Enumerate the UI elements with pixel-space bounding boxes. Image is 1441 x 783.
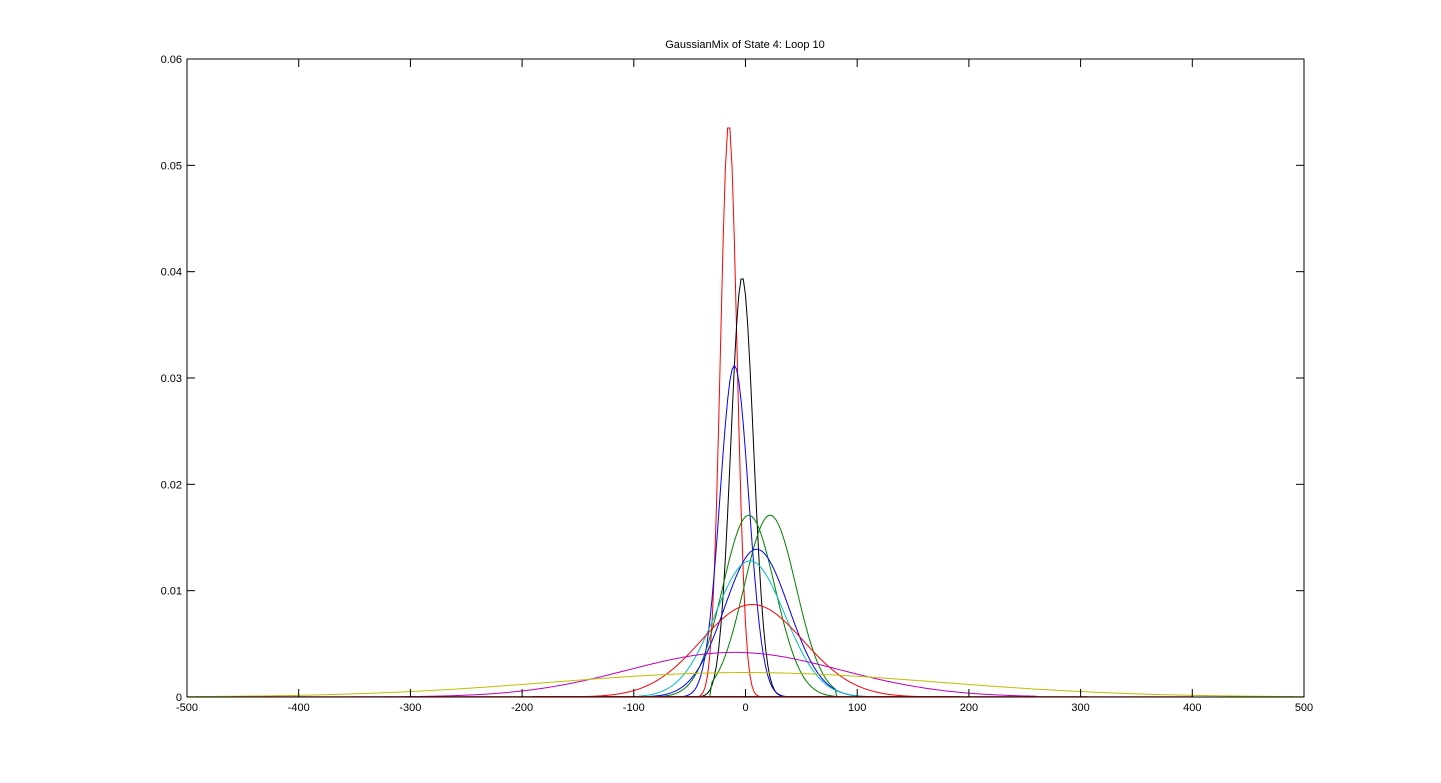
y-tick-label: 0.01 <box>161 586 182 598</box>
x-tick-label: 500 <box>1295 702 1313 714</box>
y-tick-label: 0 <box>176 692 182 704</box>
x-tick-label: 200 <box>960 702 978 714</box>
y-tick-label: 0.02 <box>161 479 182 491</box>
x-tick-label: 400 <box>1183 702 1201 714</box>
plot-frame <box>186 58 1305 698</box>
x-tick-label: 100 <box>848 702 866 714</box>
x-tick-label: -500 <box>176 702 198 714</box>
x-tick-label: 300 <box>1071 702 1089 714</box>
y-tick-labels: 0 0.01 0.02 0.03 0.04 0.05 0.06 <box>161 54 182 704</box>
x-tick-label: -100 <box>623 702 645 714</box>
x-tick-label: -200 <box>511 702 533 714</box>
y-tick-label: 0.04 <box>161 267 182 279</box>
x-tick-label: 0 <box>742 702 748 714</box>
y-tick-label: 0.06 <box>161 54 182 66</box>
x-tick-label: -300 <box>399 702 421 714</box>
plot-background <box>187 59 1304 697</box>
chart-title: GaussianMix of State 4: Loop 10 <box>665 39 825 51</box>
x-tick-labels: -500 -400 -300 -200 -100 0 100 200 300 400 500 <box>176 702 1313 714</box>
series-line-10 <box>186 672 1305 698</box>
x-tick-label: -400 <box>288 702 310 714</box>
y-tick-label: 0.03 <box>161 373 182 385</box>
y-tick-label: 0.05 <box>161 160 182 172</box>
